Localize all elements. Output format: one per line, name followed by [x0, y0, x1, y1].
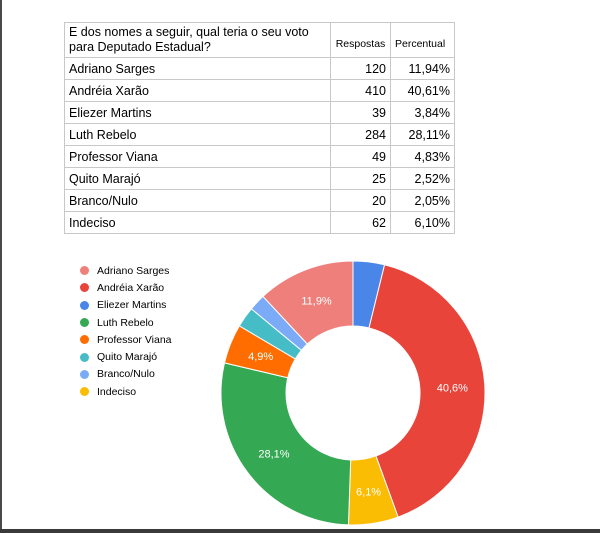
- legend-item: Eliezer Martins: [80, 297, 172, 314]
- legend-swatch: [80, 283, 89, 293]
- candidate-name-cell: Branco/Nulo: [64, 189, 331, 212]
- responses-cell: 39: [330, 101, 391, 124]
- legend-swatch: [80, 369, 89, 379]
- donut-slice: [220, 362, 352, 526]
- window-bottom-edge: [0, 529, 600, 533]
- percent-cell: 40,61%: [390, 79, 455, 102]
- percent-cell: 11,94%: [390, 57, 455, 80]
- table-row: Professor Viana 49 4,83%: [64, 145, 455, 168]
- responses-header: Respostas: [330, 22, 391, 58]
- legend-label: Luth Rebelo: [97, 316, 154, 329]
- percent-header: Percentual: [390, 22, 455, 58]
- slice-label: 6,1%: [356, 486, 381, 498]
- legend-swatch: [80, 335, 89, 345]
- legend-label: Quito Marajó: [97, 351, 158, 364]
- candidate-name-cell: Indeciso: [64, 211, 331, 234]
- legend-item: Quito Marajó: [80, 348, 172, 365]
- table-row: Andréia Xarão 410 40,61%: [64, 79, 455, 102]
- responses-cell: 120: [330, 57, 391, 80]
- percent-cell: 28,11%: [390, 123, 455, 146]
- candidate-name-cell: Andréia Xarão: [64, 79, 331, 102]
- slice-label: 4,9%: [248, 351, 273, 363]
- percent-cell: 3,84%: [390, 101, 455, 124]
- legend-swatch: [80, 300, 89, 310]
- legend-item: Andréia Xarão: [80, 279, 172, 296]
- percent-cell: 2,05%: [390, 189, 455, 212]
- donut-chart: 40,6% 6,1% 28,1% 4,9% 11,9%: [220, 261, 486, 526]
- table-row: Branco/Nulo 20 2,05%: [64, 189, 455, 212]
- table-header-row: E dos nomes a seguir, qual teria o seu v…: [64, 22, 455, 58]
- candidate-name-cell: Professor Viana: [64, 145, 331, 168]
- legend-label: Andréia Xarão: [97, 281, 165, 294]
- table-row: Adriano Sarges 120 11,94%: [64, 57, 455, 80]
- legend-label: Eliezer Martins: [97, 299, 167, 312]
- responses-cell: 25: [330, 167, 391, 190]
- slice-label: 28,1%: [258, 448, 289, 460]
- candidate-name-cell: Quito Marajó: [64, 167, 331, 190]
- responses-cell: 20: [330, 189, 391, 212]
- chart-legend: Adriano Sarges Andréia Xarão Eliezer Marti…: [80, 262, 172, 400]
- percent-cell: 2,52%: [390, 167, 455, 190]
- responses-cell: 62: [330, 211, 391, 234]
- legend-label: Indeciso: [97, 385, 137, 398]
- legend-swatch: [80, 352, 89, 362]
- candidate-name-cell: Eliezer Martins: [64, 101, 331, 124]
- slice-label: 11,9%: [301, 295, 332, 307]
- results-table: E dos nomes a seguir, qual teria o seu v…: [64, 22, 455, 234]
- legend-item: Branco/Nulo: [80, 366, 172, 383]
- question-header: E dos nomes a seguir, qual teria o seu v…: [64, 22, 331, 58]
- legend-swatch: [80, 387, 89, 397]
- table-row: Indeciso 62 6,10%: [64, 211, 455, 234]
- responses-cell: 284: [330, 123, 391, 146]
- table-row: Luth Rebelo 284 28,11%: [64, 123, 455, 146]
- legend-swatch: [80, 266, 89, 276]
- candidate-name-cell: Adriano Sarges: [64, 57, 331, 80]
- slice-label: 40,6%: [437, 383, 468, 395]
- legend-label: Branco/Nulo: [97, 368, 155, 381]
- percent-cell: 4,83%: [390, 145, 455, 168]
- legend-item: Professor Viana: [80, 331, 172, 348]
- legend-item: Indeciso: [80, 383, 172, 400]
- donut-slice: [368, 264, 486, 518]
- table-row: Eliezer Martins 39 3,84%: [64, 101, 455, 124]
- percent-cell: 6,10%: [390, 211, 455, 234]
- responses-cell: 49: [330, 145, 391, 168]
- donut-slice: [262, 261, 354, 345]
- legend-swatch: [80, 318, 89, 328]
- legend-label: Professor Viana: [97, 333, 172, 346]
- responses-cell: 410: [330, 79, 391, 102]
- legend-label: Adriano Sarges: [97, 264, 170, 277]
- legend-item: Adriano Sarges: [80, 262, 172, 279]
- table-row: Quito Marajó 25 2,52%: [64, 167, 455, 190]
- candidate-name-cell: Luth Rebelo: [64, 123, 331, 146]
- window-left-edge: [0, 0, 2, 533]
- legend-item: Luth Rebelo: [80, 314, 172, 331]
